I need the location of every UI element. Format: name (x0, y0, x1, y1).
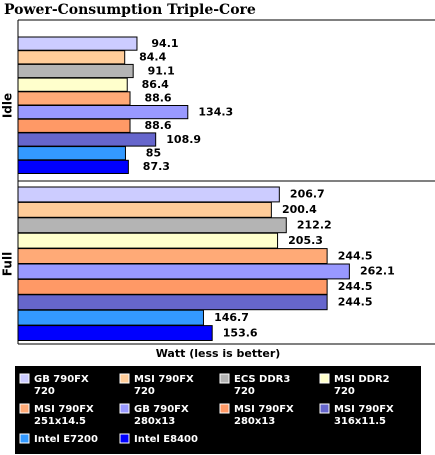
value-label: 85 (146, 146, 161, 159)
value-label: 200.4 (282, 203, 317, 216)
value-label: 244.5 (338, 280, 373, 293)
bar (17, 217, 287, 234)
chart-title: Power-Consumption Triple-Core (4, 2, 256, 18)
bar (17, 118, 131, 133)
bar (17, 105, 189, 120)
legend-swatch (19, 373, 30, 384)
legend-swatch (119, 403, 130, 414)
legend-label: GB 790FX 280x13 (134, 404, 189, 427)
value-label: 153.6 (223, 326, 258, 339)
bar (17, 36, 138, 51)
group-label: Idle (1, 93, 15, 118)
bar (17, 325, 213, 342)
legend-label: MSI 790FX 720 (134, 374, 194, 397)
legend (15, 366, 421, 454)
bar (17, 232, 279, 249)
bar (17, 132, 157, 147)
group-label: Full (1, 252, 15, 276)
bar (17, 263, 350, 280)
legend-label: GB 790FX 720 (34, 374, 89, 397)
value-label: 244.5 (338, 249, 373, 262)
value-label: 88.6 (144, 119, 171, 132)
bar (17, 63, 134, 79)
legend-swatch (219, 403, 230, 414)
legend-label: Intel E7200 (34, 434, 98, 445)
x-axis-label: Watt (less is better) (156, 347, 281, 360)
bar (17, 309, 204, 326)
legend-swatch (119, 433, 130, 444)
value-label: 94.1 (151, 37, 178, 50)
value-label: 244.5 (338, 296, 373, 309)
legend-swatch (319, 403, 330, 414)
legend-swatch (319, 373, 330, 384)
bar (17, 77, 128, 92)
value-label: 146.7 (214, 311, 249, 324)
value-label: 205.3 (288, 234, 323, 247)
value-label: 108.9 (166, 133, 201, 146)
value-label: 86.4 (142, 78, 169, 91)
value-label: 262.1 (360, 265, 395, 278)
legend-label: Intel E8400 (134, 434, 198, 445)
value-label: 212.2 (297, 219, 332, 232)
legend-label: MSI DDR2 720 (334, 374, 390, 397)
value-label: 88.6 (144, 92, 171, 105)
value-label: 91.1 (148, 64, 175, 77)
bar (17, 50, 126, 65)
legend-swatch (219, 373, 230, 384)
value-label: 134.3 (198, 105, 233, 118)
bar (17, 146, 126, 161)
bar (17, 294, 328, 311)
legend-swatch (119, 373, 130, 384)
value-label: 87.3 (143, 160, 170, 173)
bar (17, 248, 328, 265)
legend-label: ECS DDR3 720 (234, 374, 290, 397)
legend-label: MSI 790FX 316x11.5 (334, 404, 394, 427)
legend-label: MSI 790FX 251x14.5 (34, 404, 94, 427)
bar (17, 186, 280, 203)
bar (17, 159, 129, 175)
value-label: 206.7 (290, 188, 325, 201)
value-label: 84.4 (139, 51, 166, 64)
legend-swatch (19, 403, 30, 414)
bar (17, 91, 131, 106)
bar (17, 278, 328, 295)
bar (17, 201, 272, 218)
legend-swatch (19, 433, 30, 444)
legend-label: MSI 790FX 280x13 (234, 404, 294, 427)
